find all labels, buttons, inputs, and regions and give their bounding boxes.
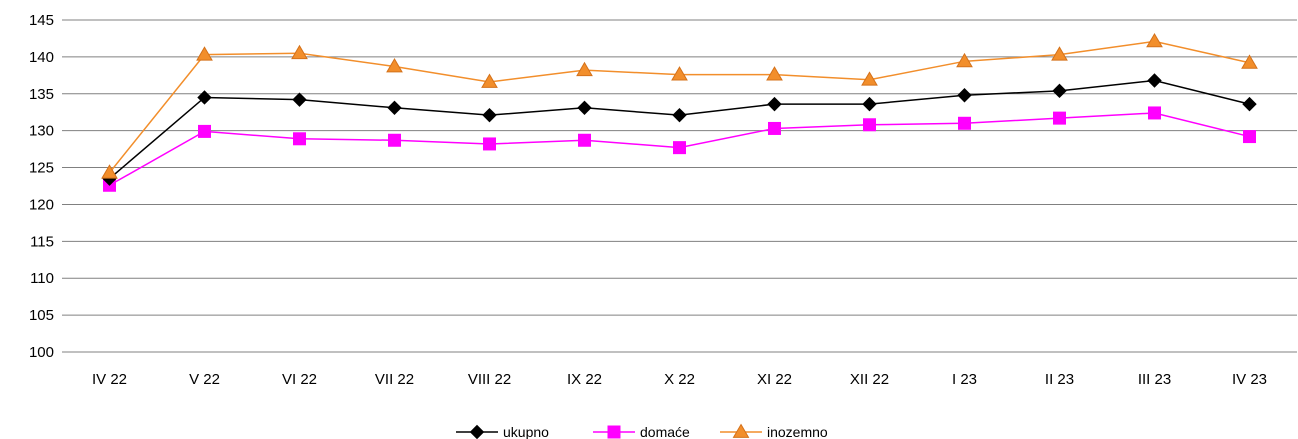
legend-marker (469, 424, 485, 439)
data-point (1148, 106, 1161, 120)
data-point (672, 107, 687, 123)
y-axis-ticks: 100 105 110 115 120 125 130 135 140 145 (29, 12, 54, 361)
y-tick-label: 140 (29, 49, 54, 66)
data-point (197, 90, 212, 105)
legend-label: inozemno (767, 424, 828, 439)
series-line (109, 79, 1250, 180)
x-tick-label: X 22 (664, 371, 695, 388)
data-point (101, 164, 118, 179)
data-point (578, 133, 591, 147)
data-point (292, 92, 307, 107)
data-point (863, 118, 876, 132)
x-tick-label: VII 22 (375, 371, 414, 388)
legend-label: domaće (640, 424, 690, 439)
data-point (1053, 111, 1066, 125)
data-point (862, 96, 877, 112)
data-point (577, 100, 592, 116)
x-tick-label: V 22 (189, 371, 220, 388)
x-tick-label: III 23 (1138, 371, 1171, 388)
legend-item-domaće: domaće (593, 424, 690, 439)
data-point (1052, 83, 1067, 99)
y-tick-label: 135 (29, 86, 54, 103)
data-point (671, 66, 688, 81)
data-point (768, 121, 781, 135)
data-point (483, 137, 496, 151)
data-point (1241, 54, 1258, 69)
data-point (1146, 32, 1163, 48)
data-point (386, 58, 403, 73)
y-tick-label: 130 (29, 123, 54, 140)
data-point (293, 132, 306, 146)
series-ukupno (102, 73, 1257, 186)
y-tick-label: 115 (30, 233, 54, 250)
y-tick-label: 125 (29, 160, 54, 177)
data-point (767, 96, 782, 112)
x-tick-label: IV 22 (92, 371, 127, 388)
legend-label: ukupno (503, 424, 549, 439)
data-point (958, 116, 971, 130)
data-point (1243, 130, 1256, 144)
legend-item-inozemno: inozemno (720, 423, 828, 439)
y-tick-label: 105 (29, 307, 54, 324)
y-tick-label: 100 (29, 344, 54, 361)
data-point (861, 71, 878, 86)
y-tick-label: 145 (29, 12, 54, 29)
legend-item-ukupno: ukupno (456, 424, 549, 439)
data-point (1051, 46, 1068, 61)
data-point (387, 100, 402, 116)
data-point (388, 133, 401, 147)
legend-marker (732, 423, 750, 438)
data-point (576, 61, 593, 77)
x-tick-label: II 23 (1045, 371, 1074, 388)
x-tick-label: VIII 22 (468, 371, 511, 388)
x-axis-ticks: IV 22 V 22 VI 22 VII 22 VIII 22 IX 22 X 22 XI 2… (92, 371, 1267, 388)
x-tick-label: XI 22 (757, 371, 792, 388)
data-point (766, 66, 783, 81)
y-tick-label: 120 (29, 196, 54, 213)
data-point (482, 107, 497, 123)
data-point (481, 73, 498, 88)
data-point (1242, 96, 1257, 112)
legend: ukupno domaće inozemno (456, 423, 828, 439)
x-tick-label: IV 23 (1232, 371, 1267, 388)
data-point (673, 141, 686, 155)
data-point (957, 88, 972, 103)
x-tick-label: IX 22 (567, 371, 602, 388)
legend-marker (607, 425, 621, 439)
x-tick-label: I 23 (952, 371, 977, 388)
data-point (291, 44, 308, 60)
data-point (198, 124, 211, 138)
x-tick-label: XII 22 (850, 371, 889, 388)
series-inozemno (101, 32, 1258, 179)
data-point (196, 46, 213, 61)
data-point (1147, 73, 1162, 88)
x-tick-label: VI 22 (282, 371, 317, 388)
series-group (101, 32, 1258, 192)
data-point (956, 52, 973, 68)
gridlines (62, 19, 1297, 353)
y-tick-label: 110 (30, 270, 54, 287)
